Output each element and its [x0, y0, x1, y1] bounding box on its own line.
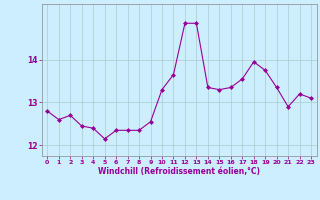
X-axis label: Windchill (Refroidissement éolien,°C): Windchill (Refroidissement éolien,°C): [98, 167, 260, 176]
